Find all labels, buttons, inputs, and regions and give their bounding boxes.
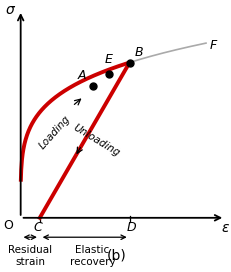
Text: ε: ε — [220, 221, 228, 236]
Text: Residual
strain: Residual strain — [8, 245, 52, 267]
Text: C: C — [33, 221, 42, 234]
Text: B: B — [134, 46, 143, 59]
Text: E: E — [104, 53, 112, 66]
Text: σ: σ — [6, 3, 15, 17]
Text: F: F — [209, 39, 216, 52]
Text: Loading: Loading — [37, 114, 72, 151]
Text: Unloading: Unloading — [71, 122, 121, 158]
Text: O: O — [3, 219, 13, 232]
Text: D: D — [126, 221, 136, 234]
Text: (b): (b) — [106, 249, 125, 263]
Text: A: A — [77, 69, 86, 82]
Text: Elastic
recovery: Elastic recovery — [69, 245, 115, 267]
